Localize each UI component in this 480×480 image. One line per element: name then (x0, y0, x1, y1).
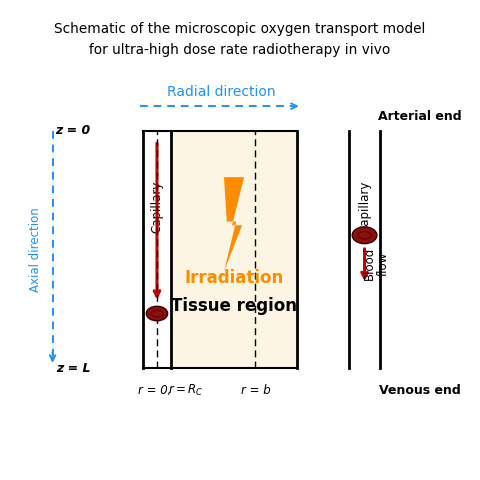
Text: Venous end: Venous end (379, 384, 461, 397)
Text: r = 0,: r = 0, (138, 384, 171, 397)
Text: $r = R_C$: $r = R_C$ (168, 383, 203, 398)
Text: z = L: z = L (56, 361, 91, 374)
Text: for ultra-high dose rate radiotherapy in vivo: for ultra-high dose rate radiotherapy in… (89, 43, 391, 57)
Polygon shape (224, 177, 244, 272)
Text: Irradiation: Irradiation (184, 269, 284, 287)
Ellipse shape (352, 227, 377, 244)
Text: Capillary: Capillary (358, 180, 371, 233)
Text: Schematic of the microscopic oxygen transport model: Schematic of the microscopic oxygen tran… (54, 22, 426, 36)
Text: Axial direction: Axial direction (29, 207, 43, 292)
Text: Arterial end: Arterial end (378, 110, 462, 123)
Text: Capillary: Capillary (150, 180, 164, 233)
Bar (171, 131, 297, 368)
Ellipse shape (146, 306, 168, 321)
Text: z = 0: z = 0 (55, 124, 91, 137)
Text: Tissue region: Tissue region (171, 298, 297, 315)
Text: Radial direction: Radial direction (167, 85, 276, 99)
Text: r = b: r = b (240, 384, 270, 397)
Text: Blood
flow: Blood flow (363, 247, 390, 280)
